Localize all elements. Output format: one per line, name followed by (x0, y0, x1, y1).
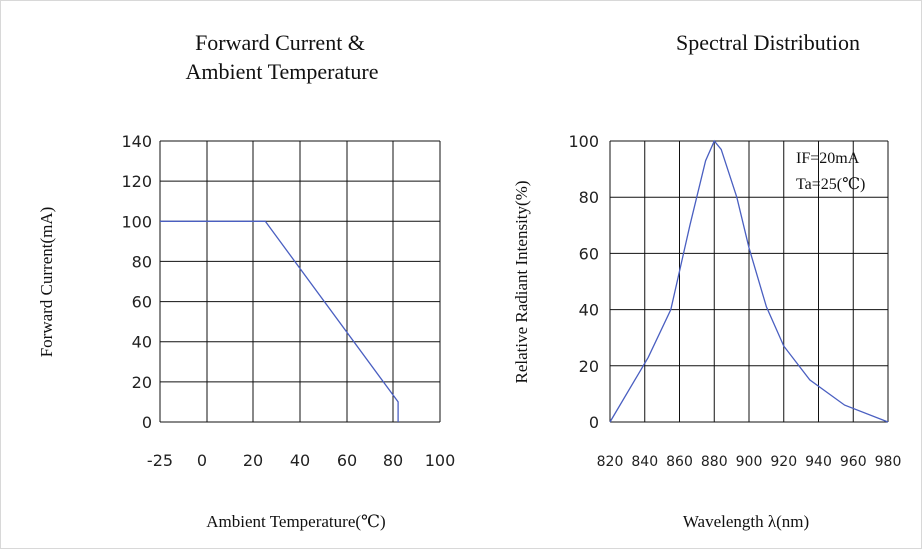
y-tick-labels: 0 20 40 60 80 100 120 140 (121, 132, 152, 432)
grid (159, 140, 441, 423)
y-tick-label: 20 (579, 357, 599, 376)
spectral-distribution-chart: Spectral Distribution 820 840 860 880 900 920… (512, 30, 901, 531)
y-tick-label: 60 (132, 293, 152, 312)
x-tick-label: 0 (197, 451, 207, 470)
x-tick-label: 900 (736, 454, 763, 470)
y-tick-label: 80 (132, 252, 152, 271)
x-tick-label: 20 (243, 451, 263, 470)
x-tick-label: 960 (840, 454, 867, 470)
x-tick-label: 60 (337, 451, 357, 470)
y-tick-label: 100 (121, 212, 152, 231)
y-tick-labels: 0 20 40 60 80 100 (568, 132, 599, 432)
x-tick-labels: -25 0 20 40 60 80 100 (147, 451, 455, 470)
annotation-ta: Ta=25(℃) (796, 176, 865, 193)
x-tick-label: 880 (701, 454, 728, 470)
y-tick-label: 100 (568, 132, 599, 151)
grid (609, 140, 889, 423)
annotation-if: IF=20mA (796, 150, 860, 167)
spectral-curve (609, 139, 889, 423)
y-tick-label: 40 (132, 333, 152, 352)
x-tick-label: 860 (666, 454, 693, 470)
forward-current-chart: Forward Current & Ambient Temperature -2… (37, 30, 455, 531)
x-tick-label: 80 (383, 451, 403, 470)
y-tick-label: 40 (579, 301, 599, 320)
y-tick-label: 60 (579, 244, 599, 263)
x-axis-title: Ambient Temperature(℃) (206, 512, 385, 531)
chart-title-line-1: Forward Current & (195, 30, 365, 55)
x-tick-label: 940 (805, 454, 832, 470)
y-tick-label: 120 (121, 172, 152, 191)
y-tick-label: 140 (121, 132, 152, 151)
y-axis-title: Relative Radiant Intensity(%) (512, 181, 531, 384)
y-axis-title: Forward Current(mA) (37, 207, 56, 358)
chart-title-line-2: Ambient Temperature (186, 59, 379, 84)
x-tick-labels: 820 840 860 880 900 920 940 960 980 (597, 454, 902, 470)
x-tick-label: 920 (770, 454, 797, 470)
x-tick-label: 980 (875, 454, 902, 470)
x-tick-label: 820 (597, 454, 624, 470)
y-tick-label: 0 (142, 413, 152, 432)
x-tick-label: 40 (290, 451, 310, 470)
chart-title: Spectral Distribution (676, 30, 860, 55)
y-tick-label: 80 (579, 188, 599, 207)
x-tick-label: -25 (147, 451, 173, 470)
x-tick-label: 100 (425, 451, 456, 470)
x-tick-label: 840 (631, 454, 658, 470)
y-tick-label: 0 (589, 413, 599, 432)
y-tick-label: 20 (132, 373, 152, 392)
forward-current-line (160, 220, 399, 422)
x-axis-title: Wavelength λ(nm) (683, 512, 809, 531)
